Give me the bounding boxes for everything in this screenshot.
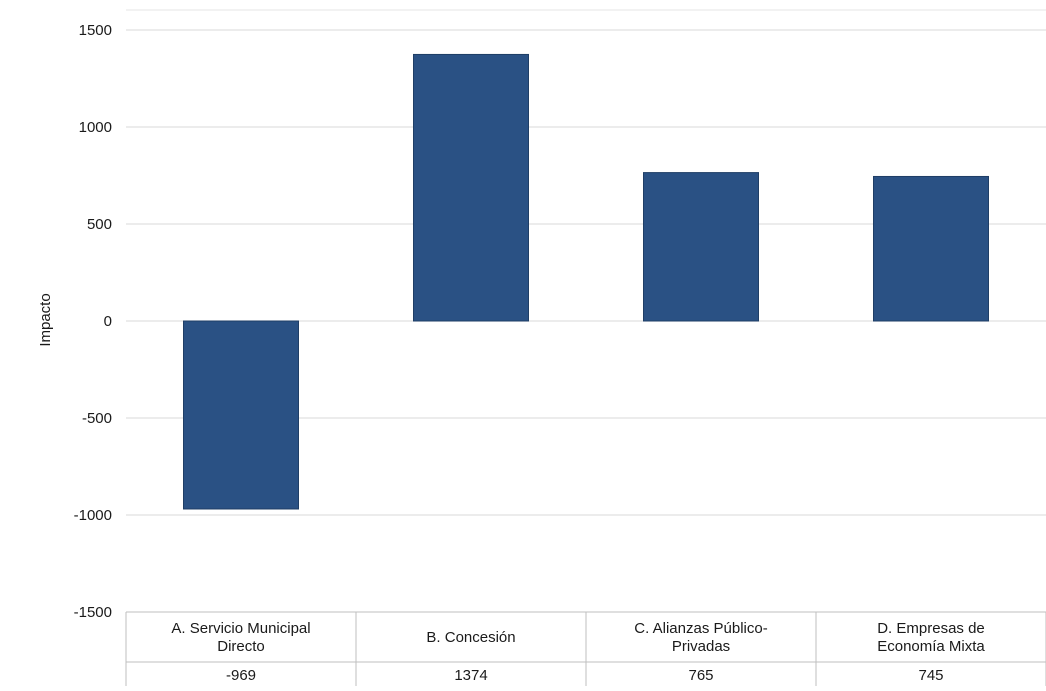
data-table-value: -969 bbox=[226, 667, 256, 684]
y-tick-label: 0 bbox=[104, 313, 112, 330]
y-tick-label: -500 bbox=[82, 410, 112, 427]
y-tick-label: -1000 bbox=[74, 507, 112, 524]
category-label: A. Servicio Municipal bbox=[171, 620, 310, 637]
bar bbox=[413, 53, 529, 322]
category-label: Economía Mixta bbox=[877, 638, 985, 655]
bar bbox=[183, 320, 299, 510]
category-label: Directo bbox=[217, 638, 265, 655]
category-label: D. Empresas de bbox=[877, 620, 985, 637]
data-table-value: 1374 bbox=[454, 667, 487, 684]
y-tick-label: -1500 bbox=[74, 604, 112, 621]
category-label: B. Concesión bbox=[426, 629, 515, 646]
bars bbox=[183, 53, 989, 510]
y-tick-label: 1000 bbox=[79, 119, 112, 136]
y-tick-label: 1500 bbox=[79, 22, 112, 39]
bar bbox=[873, 175, 989, 322]
y-tick-label: 500 bbox=[87, 216, 112, 233]
data-table-value: 765 bbox=[688, 667, 713, 684]
y-axis-ticks: 1500 1000 500 0 -500 -1000 -1500 bbox=[74, 22, 112, 621]
category-label: Privadas bbox=[672, 638, 730, 655]
y-axis-label: Impacto bbox=[37, 293, 54, 346]
category-label: C. Alianzas Público- bbox=[634, 620, 767, 637]
bar bbox=[643, 172, 759, 322]
data-table-value: 745 bbox=[918, 667, 943, 684]
